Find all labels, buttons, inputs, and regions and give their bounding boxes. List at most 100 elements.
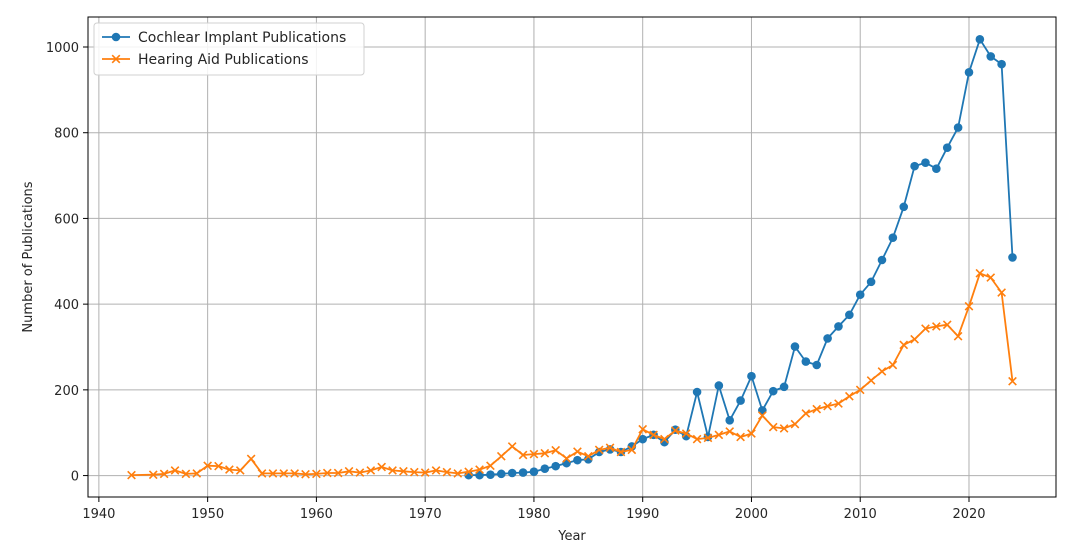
data-point [779, 382, 789, 392]
data-point [344, 466, 354, 476]
data-point [312, 469, 321, 479]
data-point [268, 469, 278, 478]
legend-item: Hearing Aid Publications [102, 52, 309, 68]
data-point [431, 466, 441, 475]
data-point [801, 409, 811, 418]
data-point [801, 357, 811, 366]
data-point [964, 301, 974, 311]
data-point [736, 432, 745, 442]
x-tick-label: 2020 [952, 507, 985, 522]
data-point [1008, 376, 1017, 386]
data-point [953, 123, 963, 132]
y-tick-label: 600 [54, 212, 79, 227]
data-point [877, 367, 887, 376]
data-point [290, 469, 300, 478]
data-point [486, 461, 495, 471]
data-point [823, 334, 832, 343]
data-point [910, 334, 919, 344]
data-point [877, 255, 887, 265]
data-point [322, 468, 332, 478]
data-point [496, 451, 506, 461]
data-point [747, 429, 756, 438]
data-point [225, 465, 234, 474]
y-axis-title: Number of Publications [21, 181, 36, 332]
series-hearing-aid [127, 268, 1017, 480]
data-point [681, 429, 691, 438]
plot-frame [87, 16, 1057, 498]
data-point [562, 454, 571, 463]
y-tick-label: 1000 [46, 41, 79, 56]
legend-marker [111, 54, 121, 64]
data-point [594, 445, 604, 455]
data-point [725, 415, 735, 425]
x-tick-label: 1960 [300, 507, 333, 522]
x-tick-label: 2000 [735, 507, 768, 522]
data-point [714, 381, 724, 390]
data-point [529, 467, 539, 477]
data-point [192, 469, 202, 478]
data-point [725, 427, 735, 436]
data-point [703, 433, 713, 443]
data-point [660, 437, 669, 447]
data-point [660, 434, 669, 444]
y-tick-label: 200 [54, 384, 79, 399]
data-point [692, 387, 702, 397]
y-tick-label: 400 [54, 298, 79, 313]
data-point [997, 59, 1006, 69]
data-point [497, 469, 506, 479]
data-point [855, 290, 865, 300]
series-layer [127, 34, 1017, 480]
data-point [638, 434, 647, 444]
data-point [812, 404, 822, 414]
data-point [986, 52, 996, 61]
x-axis-title: Year [557, 529, 586, 544]
data-point [475, 470, 484, 480]
data-point [812, 360, 822, 370]
data-point [714, 430, 724, 440]
data-point [910, 161, 919, 171]
data-point [670, 426, 680, 435]
x-tick-label: 1990 [626, 507, 659, 522]
data-point [442, 467, 452, 477]
data-point [584, 454, 593, 464]
data-point [551, 445, 561, 455]
data-point [301, 469, 310, 479]
data-point [409, 467, 419, 477]
legend-label: Hearing Aid Publications [138, 52, 309, 68]
x-tick-label: 1950 [191, 507, 224, 522]
data-point [540, 448, 550, 458]
x-tick-label: 2010 [844, 507, 877, 522]
data-point [573, 447, 582, 456]
data-point [148, 470, 158, 480]
data-point [866, 277, 876, 287]
data-point [475, 465, 484, 474]
data-point [583, 451, 593, 461]
data-point [823, 401, 832, 411]
data-point [921, 158, 930, 168]
series-line [131, 272, 1014, 476]
y-tick-label: 0 [71, 470, 79, 485]
data-point [834, 399, 843, 408]
legend-box [93, 22, 365, 76]
data-point [997, 288, 1006, 297]
data-point [964, 67, 974, 77]
legend: Cochlear Implant Publications Hearing Aid… [93, 22, 365, 76]
data-point [573, 455, 582, 465]
data-point [420, 468, 430, 477]
data-point [562, 458, 571, 468]
axis-ticks: 1940 1950 1960 1970 1980 1990 2000 2010 2020 0 200… [46, 41, 986, 522]
data-point [942, 143, 952, 153]
data-point [551, 461, 560, 471]
data-point [866, 376, 876, 385]
data-point [246, 454, 256, 464]
data-point [768, 386, 778, 396]
data-point [736, 396, 745, 405]
data-point [790, 342, 800, 351]
data-point [518, 468, 528, 477]
data-point [507, 442, 517, 451]
data-point [627, 445, 637, 455]
data-point [899, 340, 909, 350]
data-point [235, 466, 245, 475]
data-point [986, 273, 996, 282]
